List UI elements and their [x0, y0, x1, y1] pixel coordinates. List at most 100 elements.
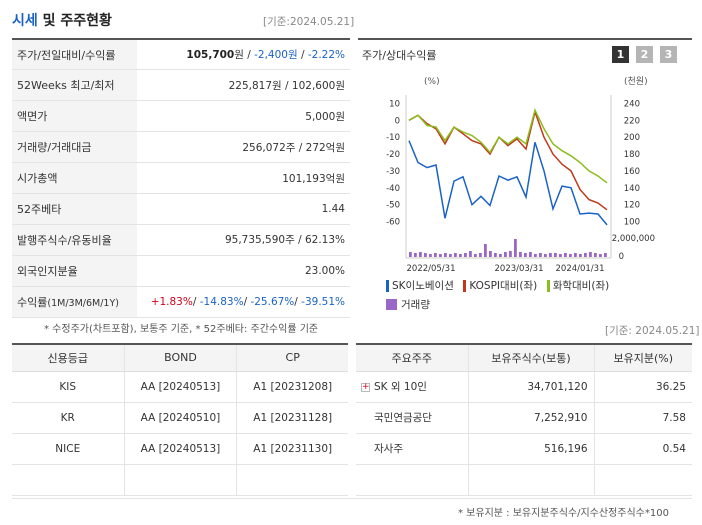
quote-value-part: / — [294, 295, 302, 308]
volume-bar — [424, 253, 427, 257]
volume-bar — [544, 254, 547, 257]
quote-label-sub: (1M/3M/6M/1Y) — [47, 297, 119, 309]
quote-value: 225,817원 / 102,600원 — [137, 69, 350, 102]
quote-value-part: 95,735,590주 / 62.13% — [224, 234, 345, 247]
volume-bar — [499, 254, 502, 257]
rating-cell: AA [20240510] — [123, 402, 237, 434]
quote-label-text: 52주베타 — [17, 202, 62, 216]
chart-tab-2[interactable]: 2 — [636, 46, 653, 63]
rating-header-cell: BOND — [123, 344, 237, 372]
expand-plus-icon[interactable]: + — [361, 381, 370, 392]
volume-bar — [559, 254, 562, 257]
quote-label: 52Weeks 최고/최저 — [12, 69, 137, 102]
quote-value-part: +1.83% — [150, 295, 193, 308]
rating-header-cell: 신용등급 — [12, 344, 124, 372]
right-tick-label: 180 — [624, 150, 640, 160]
volume-bar — [594, 253, 597, 257]
right-tick-label: 140 — [624, 184, 640, 194]
holder-header: 주요주주 보유주식수(보통) 보유지분(%) — [356, 344, 692, 372]
quote-row: 52Weeks 최고/최저 225,817원 / 102,600원 — [12, 69, 350, 102]
volume-bar — [484, 244, 487, 257]
holder-name-cell[interactable]: + SK 외 10인 — [356, 371, 468, 403]
quote-row: 시가총액 101,193억원 — [12, 162, 350, 194]
quote-row: 발행주식수/유동비율 95,735,590주 / 62.13% — [12, 224, 350, 256]
shareholder-note: * 보유지분 : 보유지분주식수/지수산정주식수*100 — [458, 508, 669, 519]
credit-rating-table: 신용등급 BOND CP KIS AA [20240513] A1 [20231208] K… — [12, 343, 348, 496]
quote-value-part: / — [243, 295, 251, 308]
quote-value: 1.44 — [137, 193, 350, 225]
volume-bar — [519, 252, 522, 257]
quote-value-part: 5,000원 — [305, 110, 345, 123]
volume-bar — [429, 254, 432, 257]
rating-header-cell: CP — [236, 344, 348, 372]
volume-bar — [514, 239, 517, 257]
quote-value: +1.83%/ -14.83%/ -25.67%/ -39.51% — [137, 286, 350, 318]
quote-label-text: 발행주식수/유동비율 — [17, 233, 112, 247]
quote-value-part: -25.67% — [250, 295, 295, 308]
rating-row: NICE AA [20240513] A1 [20231130] — [12, 433, 348, 465]
chart-legend: SK이노베이션 KOSPI대비(좌) 화학대비(좌) 거래량 — [386, 278, 690, 313]
chart-title: 주가/상대수익률 — [362, 49, 437, 62]
quote-value-part: -2,400원 — [254, 49, 298, 62]
volume-bar — [474, 254, 477, 257]
holder-pct: 7.58 — [593, 402, 692, 434]
left-tick-label: -50 — [386, 201, 400, 211]
holder-row: 국민연금공단 7,252,910 7.58 — [356, 402, 692, 434]
quote-value-part: / — [192, 295, 200, 308]
quote-label: 주가/전일대비/수익률 — [12, 39, 137, 71]
section-title: 시세 및 주주현황 — [12, 10, 112, 30]
quote-label: 52주베타 — [12, 193, 137, 225]
volume-bar — [564, 253, 567, 257]
left-tick-label: -10 — [386, 133, 400, 143]
rating-cell: A1 [20231130] — [236, 433, 348, 465]
quote-row: 외국인지분율 23.00% — [12, 255, 350, 287]
chart-tab-3[interactable]: 3 — [660, 46, 677, 63]
quote-label-text: 52Weeks 최고/최저 — [17, 79, 115, 93]
left-tick-label: -20 — [386, 150, 400, 160]
shareholder-table: 주요주주 보유주식수(보통) 보유지분(%) + SK 외 10인 34,701,120 3… — [356, 343, 692, 496]
legend-kospi: KOSPI대비(좌) — [463, 278, 537, 293]
holder-row: + SK 외 10인 34,701,120 36.25 — [356, 371, 692, 403]
volume-bar — [554, 253, 557, 257]
quote-label-text: 거래량/거래대금 — [17, 141, 92, 155]
quote-value-part: 225,817원 / 102,600원 — [228, 79, 345, 92]
right-axis-unit: (천원) — [624, 76, 648, 87]
holder-name-cell — [356, 464, 468, 496]
series-line-1 — [408, 109, 608, 211]
quote-date: [기준:2024.05.21] — [263, 16, 355, 28]
volume-bar — [534, 254, 537, 257]
volume-bar — [504, 252, 507, 257]
series-line-0 — [408, 140, 608, 226]
left-tick-label: 10 — [389, 99, 400, 109]
right-tick-label: 120 — [624, 201, 640, 211]
rating-cell — [236, 464, 348, 496]
legend-volume: 거래량 — [386, 297, 430, 312]
quote-value: 5,000원 — [137, 100, 350, 133]
quote-value: 23.00% — [137, 255, 350, 287]
volume-bar — [529, 252, 532, 257]
holder-row: 자사주 516,196 0.54 — [356, 433, 692, 465]
right-tick-label: 240 — [624, 99, 640, 109]
volume-bar — [539, 253, 542, 257]
quote-value-part: / — [297, 49, 308, 62]
shareholder-date: [기준: 2024.05.21] — [605, 325, 700, 337]
quote-label-text: 주가/전일대비/수익률 — [17, 48, 116, 62]
holder-pct: 36.25 — [593, 371, 692, 403]
quote-value-part: -14.83% — [199, 295, 244, 308]
holder-name: 국민연금공단 — [374, 412, 432, 424]
quote-row: 액면가 5,000원 — [12, 100, 350, 133]
volume-bar — [569, 254, 572, 257]
holder-name-cell: 국민연금공단 — [356, 402, 468, 434]
quote-value-part: 256,072주 / 272억원 — [242, 141, 345, 154]
chart-tab-1[interactable]: 1 — [612, 46, 629, 63]
rating-row: KIS AA [20240513] A1 [20231208] — [12, 371, 348, 403]
holder-shares — [467, 464, 594, 496]
volume-bar — [589, 252, 592, 257]
quote-row: 거래량/거래대금 256,072주 / 272억원 — [12, 131, 350, 164]
volume-bar — [459, 254, 462, 257]
right-tick-label: 100 — [624, 218, 640, 228]
x-tick-label: 2024/01/31 — [556, 264, 605, 274]
quote-label: 수익률(1M/3M/6M/1Y) — [12, 286, 137, 318]
quote-label: 거래량/거래대금 — [12, 131, 137, 164]
quote-label: 발행주식수/유동비율 — [12, 224, 137, 256]
